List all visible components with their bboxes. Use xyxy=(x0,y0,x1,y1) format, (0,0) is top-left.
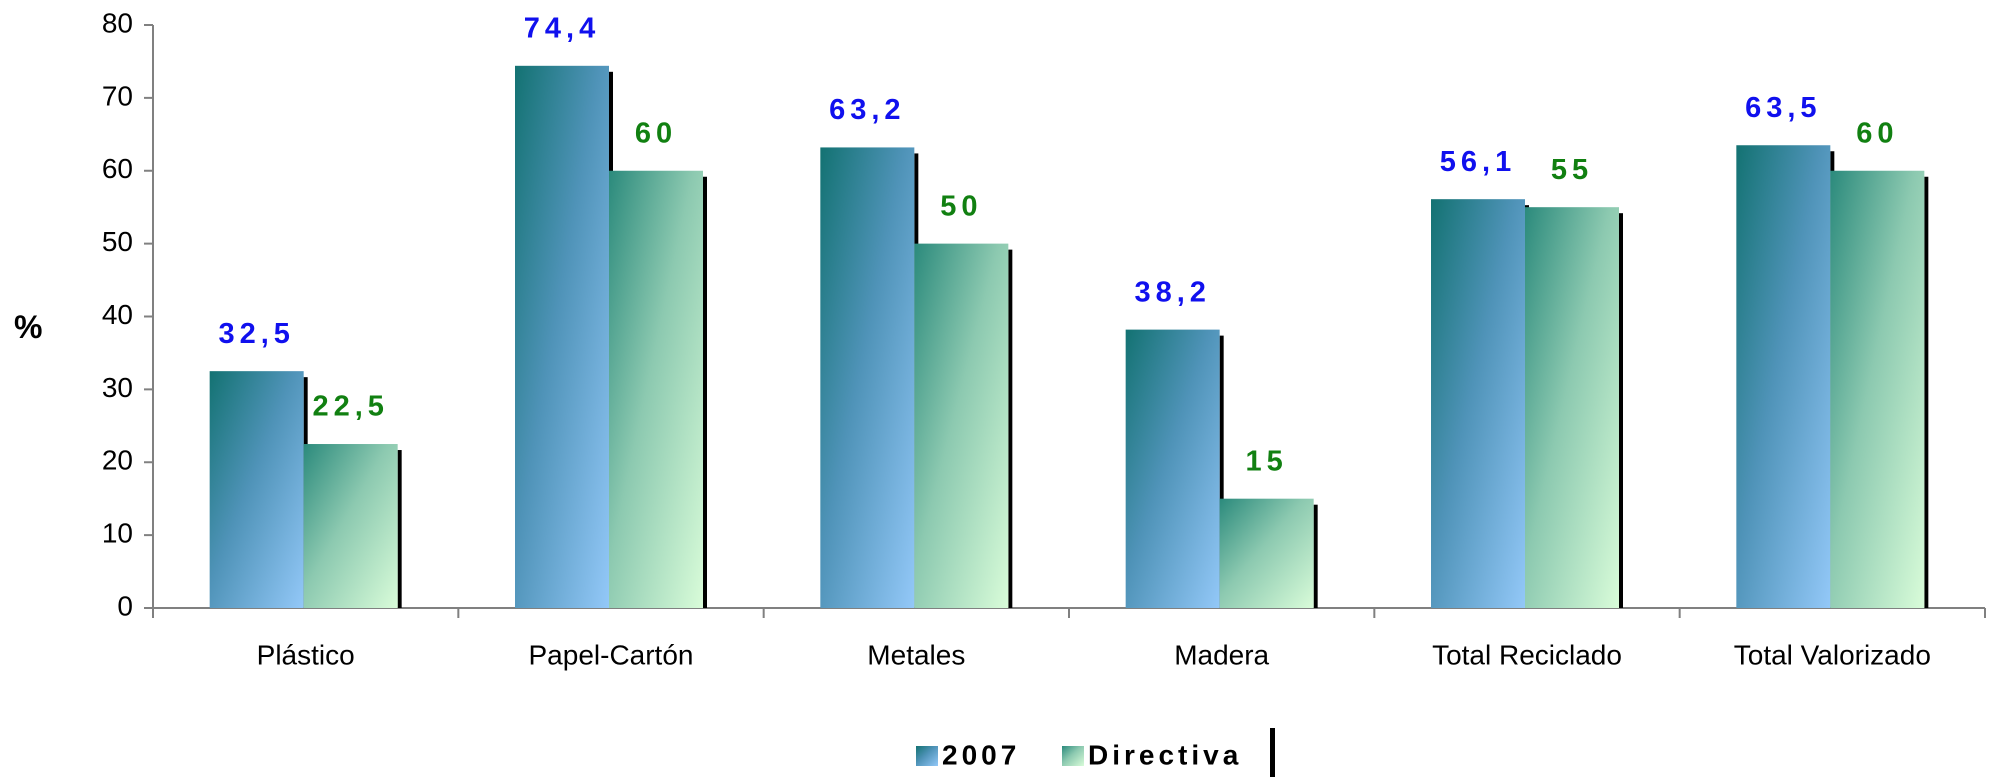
bar-shadow xyxy=(1313,504,1318,608)
value-label-2007: 63,2 xyxy=(829,94,905,126)
value-label-directiva: 60 xyxy=(635,117,677,149)
x-category-label: Madera xyxy=(1174,639,1269,670)
value-labels: 32,5 74,4 63,2 38,2 56,1 63,5 22,5 60 50 15 55 60 xyxy=(218,12,1898,477)
bar-2007 xyxy=(1736,145,1831,608)
y-tick-label: 10 xyxy=(102,518,133,549)
y-tick-label: 20 xyxy=(102,445,133,476)
bar-2007 xyxy=(515,65,609,608)
bar-2007 xyxy=(1431,199,1525,608)
y-axis-title: % xyxy=(14,309,42,345)
bar-directiva xyxy=(1830,170,1925,608)
legend-marker-bar xyxy=(1270,728,1275,777)
bar-directiva xyxy=(609,170,703,608)
legend-swatch-2007 xyxy=(916,746,938,766)
y-tick-label: 50 xyxy=(102,226,133,257)
bars xyxy=(209,65,1929,608)
bar-shadow xyxy=(1619,213,1623,608)
y-tick-label: 80 xyxy=(102,7,133,38)
value-label-directiva: 22,5 xyxy=(312,391,388,423)
x-category-label: Papel-Cartón xyxy=(529,639,694,670)
value-label-directiva: 60 xyxy=(1856,117,1898,149)
bar-directiva xyxy=(1219,498,1314,608)
bar-directiva xyxy=(303,444,398,608)
bar-2007 xyxy=(209,371,304,608)
bar-2007 xyxy=(820,147,915,608)
value-label-2007: 38,2 xyxy=(1134,276,1210,308)
value-label-directiva: 15 xyxy=(1246,445,1288,477)
y-tick-label: 30 xyxy=(102,372,133,403)
value-label-2007: 63,5 xyxy=(1745,92,1821,124)
y-tick-label: 70 xyxy=(102,80,133,111)
value-label-directiva: 50 xyxy=(940,190,982,222)
value-label-directiva: 55 xyxy=(1551,154,1593,186)
y-tick-label: 60 xyxy=(102,153,133,184)
value-label-2007: 32,5 xyxy=(218,318,294,350)
value-label-2007: 74,4 xyxy=(524,12,600,44)
x-category-label: Total Valorizado xyxy=(1734,639,1931,670)
legend: 2007 Directiva xyxy=(916,728,1275,777)
x-category-label: Metales xyxy=(867,639,965,670)
x-category-label: Total Reciclado xyxy=(1432,639,1622,670)
value-label-2007: 56,1 xyxy=(1440,146,1516,178)
y-tick-label: 0 xyxy=(117,590,133,621)
bar-directiva xyxy=(1525,207,1619,608)
legend-swatch-directiva xyxy=(1062,746,1084,766)
legend-label-2007: 2007 xyxy=(942,739,1020,770)
bar-shadow xyxy=(1924,176,1929,608)
bar-shadow xyxy=(397,450,402,608)
bar-shadow xyxy=(1219,335,1224,608)
x-category-label: Plástico xyxy=(257,639,355,670)
bar-2007 xyxy=(1125,329,1220,608)
bar-shadow xyxy=(703,176,707,608)
bar-directiva xyxy=(914,243,1009,608)
bar-shadow xyxy=(1008,249,1013,608)
axes: 0 10 20 30 40 50 60 70 80 Plástico Papel-Cartón Met… xyxy=(102,7,1986,670)
legend-label-directiva: Directiva xyxy=(1088,739,1242,770)
y-tick-label: 40 xyxy=(102,299,133,330)
